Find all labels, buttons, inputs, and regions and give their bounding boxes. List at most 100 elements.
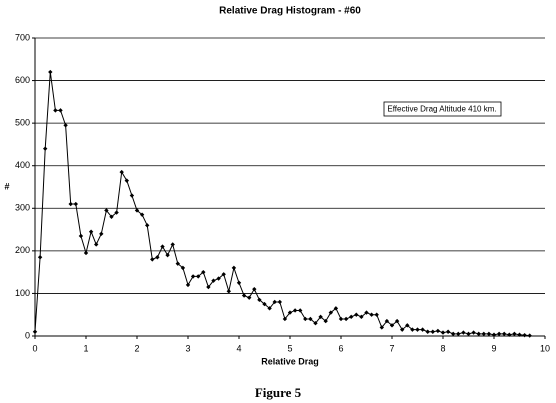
data-point	[338, 316, 344, 322]
x-tick-label: 1	[83, 343, 88, 353]
x-tick-label: 9	[491, 343, 496, 353]
data-point	[272, 299, 277, 305]
x-tick-label: 4	[236, 343, 241, 353]
data-point	[527, 333, 532, 338]
data-point	[400, 327, 405, 332]
data-point	[48, 69, 53, 75]
annotation: Effective Drag Altitude 410 km.	[387, 105, 496, 114]
y-axis-label: #	[4, 181, 9, 191]
data-point	[160, 244, 165, 249]
annotation-box	[383, 101, 502, 117]
data-point	[349, 314, 354, 320]
data-point	[236, 280, 242, 285]
data-point	[196, 274, 201, 279]
data-point	[170, 242, 175, 247]
x-tick-label: 5	[287, 343, 292, 353]
data-point	[496, 331, 502, 337]
y-tick-label: 100	[15, 288, 30, 298]
x-tick-label: 3	[185, 343, 190, 353]
data-point	[379, 325, 384, 330]
data-point	[486, 331, 492, 337]
data-point	[435, 328, 441, 334]
data-point	[405, 323, 410, 328]
data-point	[206, 284, 211, 290]
y-tick-label: 0	[25, 330, 30, 340]
data-point	[328, 310, 333, 315]
data-point	[262, 301, 267, 307]
data-point	[68, 201, 73, 207]
data-point	[522, 332, 527, 338]
data-point	[252, 286, 257, 292]
data-point	[303, 316, 308, 322]
data-point	[109, 214, 114, 219]
data-point	[155, 255, 160, 260]
data-point	[78, 233, 84, 239]
data-point	[481, 331, 486, 337]
data-point	[440, 330, 446, 335]
data-point	[308, 316, 313, 322]
data-point	[517, 332, 522, 337]
data-point	[313, 321, 318, 326]
data-point	[282, 316, 288, 322]
data-point	[507, 332, 512, 337]
data-point	[451, 331, 456, 337]
data-point	[277, 299, 282, 305]
data-point	[247, 295, 252, 300]
data-point	[420, 327, 425, 332]
data-point	[354, 312, 359, 317]
x-axis-label: Relative Drag	[261, 356, 319, 366]
data-point	[119, 169, 124, 175]
data-point	[410, 327, 415, 332]
data-point	[104, 208, 109, 213]
data-point	[43, 146, 48, 151]
data-point	[145, 223, 150, 228]
data-point	[369, 312, 374, 317]
data-point	[216, 276, 221, 281]
data-point	[476, 331, 481, 337]
x-tick-label: 7	[389, 343, 394, 353]
data-point	[180, 265, 186, 271]
data-point	[139, 212, 145, 217]
data-point	[430, 329, 435, 334]
data-point	[502, 331, 507, 337]
data-point	[58, 108, 63, 113]
data-point	[415, 327, 420, 332]
y-tick-label: 600	[15, 75, 30, 85]
data-point	[32, 329, 38, 334]
data-point	[267, 306, 272, 311]
data-point	[231, 265, 237, 271]
data-point	[389, 323, 395, 328]
data-point	[241, 293, 247, 298]
data-point	[466, 331, 471, 337]
y-tick-label: 400	[15, 160, 30, 170]
data-point	[134, 208, 140, 213]
chart-title: Relative Drag Histogram - #60	[219, 6, 361, 17]
data-point	[99, 231, 104, 237]
data-point	[287, 310, 293, 315]
data-point	[359, 314, 364, 320]
data-point	[190, 274, 196, 279]
data-point	[292, 308, 298, 313]
caption: Figure 5	[255, 385, 302, 400]
data-point	[63, 123, 68, 128]
data-point	[221, 272, 226, 277]
data-point	[114, 210, 119, 215]
data-point	[374, 312, 379, 317]
data-point	[124, 178, 129, 183]
data-point	[512, 331, 517, 337]
data-point	[73, 201, 78, 207]
data-point	[88, 229, 94, 234]
data-point	[394, 318, 400, 324]
data-point	[185, 282, 191, 288]
x-tick-label: 6	[338, 343, 343, 353]
data-point	[491, 332, 497, 337]
data-point	[165, 252, 170, 258]
data-point	[211, 278, 216, 283]
data-point	[298, 308, 303, 313]
data-point	[318, 314, 323, 320]
data-point	[323, 318, 328, 324]
data-point	[53, 108, 58, 113]
y-tick-label: 200	[15, 245, 30, 255]
